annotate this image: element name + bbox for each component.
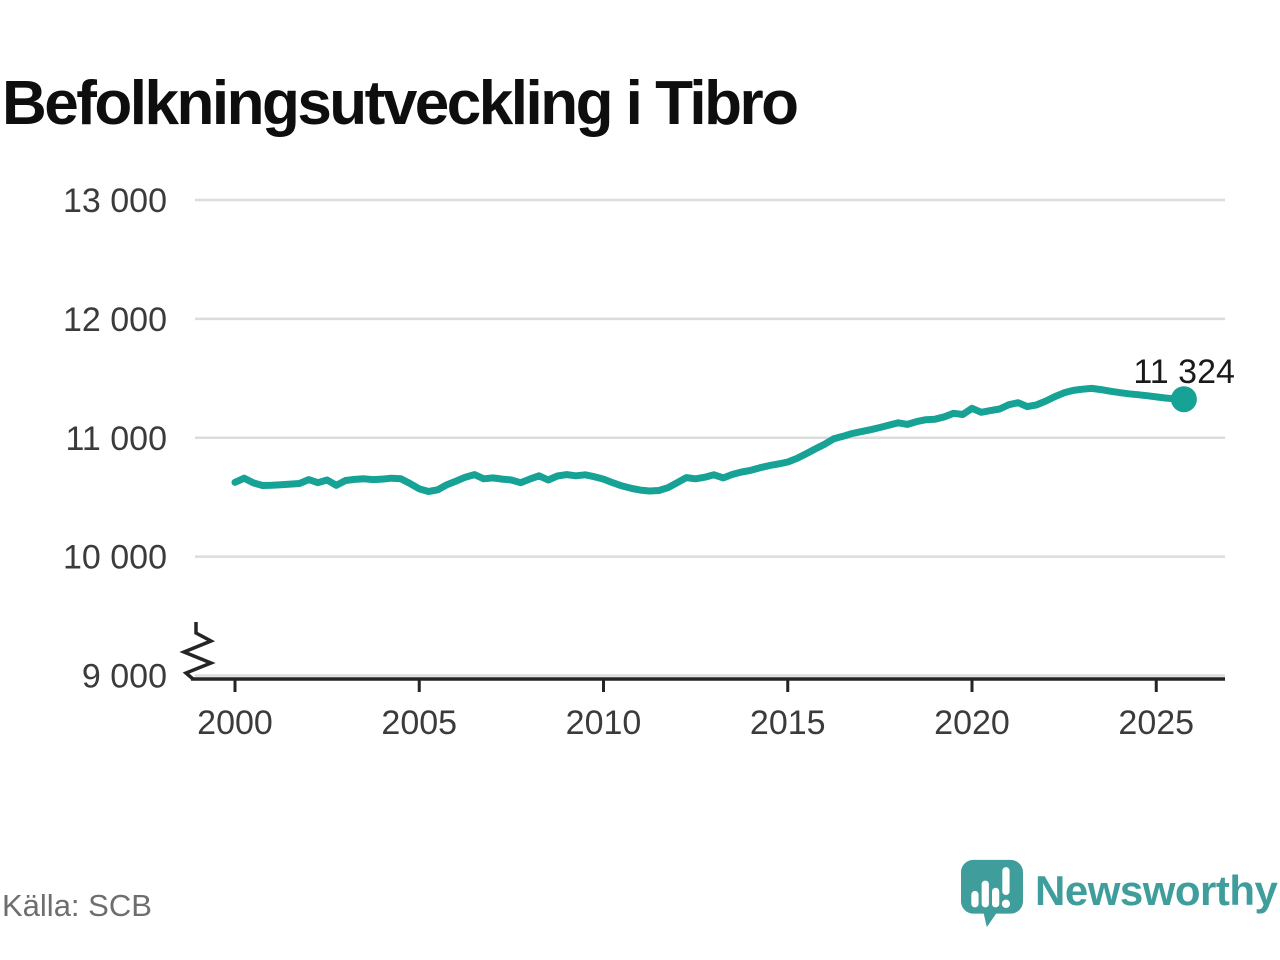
y-tick-label-12000: 12 000	[63, 301, 167, 339]
y-axis-tick-labels: 9 000 10 000 11 000 12 000 13 000	[63, 182, 167, 696]
x-tick-label-2000: 2000	[197, 704, 273, 742]
population-series-line	[231, 384, 1188, 495]
logo-bar-2	[981, 880, 989, 908]
gridlines	[195, 198, 1225, 677]
chart-title: Befolkningsutveckling i Tibro	[2, 68, 799, 138]
y-axis-break-icon	[179, 622, 216, 681]
logo-bar-1	[971, 890, 979, 908]
y-tick-label-9000: 9 000	[82, 658, 167, 696]
x-tick-label-2015: 2015	[750, 704, 826, 742]
logo-exclamation-bar	[1002, 867, 1010, 896]
brand-name: Newsworthy	[1035, 867, 1278, 914]
y-tick-label-10000: 10 000	[63, 539, 167, 577]
x-axis: 2000 2005 2010 2015 2020 2025	[197, 679, 1194, 742]
newsworthy-logo: Newsworthy	[961, 858, 1279, 930]
newsworthy-logo-icon	[961, 859, 1023, 928]
endpoint-marker	[1170, 386, 1197, 413]
logo-exclamation-dot	[1001, 899, 1011, 908]
x-tick-label-2025: 2025	[1118, 704, 1194, 742]
y-tick-label-11000: 11 000	[66, 420, 167, 458]
x-tick-label-2005: 2005	[381, 704, 457, 742]
x-tick-label-2020: 2020	[934, 704, 1010, 742]
x-tick-label-2010: 2010	[566, 704, 642, 742]
endpoint-value-label: 11 324	[1133, 353, 1234, 391]
logo-bar-3	[992, 887, 1000, 908]
source-note: Källa: SCB	[2, 888, 152, 923]
y-tick-label-13000: 13 000	[63, 182, 167, 220]
